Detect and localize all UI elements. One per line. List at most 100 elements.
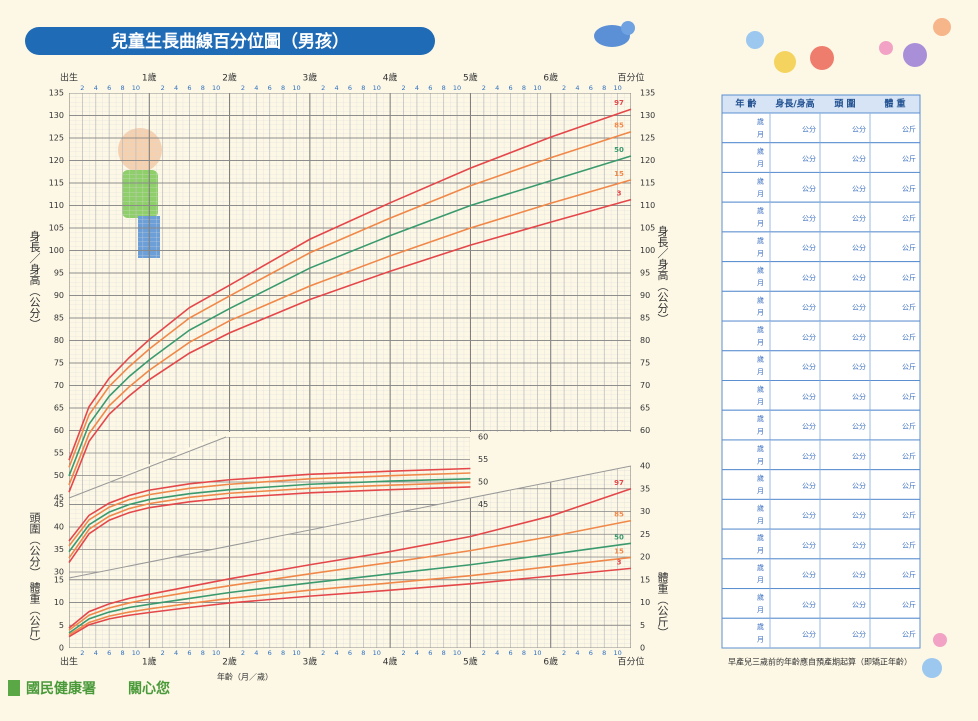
table-unit: 月 xyxy=(757,636,764,644)
table-unit: 月 xyxy=(757,398,764,406)
x-minor-tick-label: 4 xyxy=(575,84,579,92)
table-unit: 公分 xyxy=(802,214,816,223)
x-minor-tick-label: 4 xyxy=(94,649,98,657)
x-minor-tick-label: 2 xyxy=(401,84,405,92)
table-note: 早產兒三歲前的年齡應自預產期起算（即矯正年齡） xyxy=(728,657,912,667)
table-row xyxy=(721,409,921,441)
percentile-curve xyxy=(68,519,632,631)
x-tick-label: 5歲 xyxy=(463,72,478,84)
y-tick-label: 120 xyxy=(49,156,64,165)
table-header: 年 齡 xyxy=(735,98,756,110)
percentile-label: 97 xyxy=(614,99,624,107)
logo xyxy=(8,680,20,696)
x-minor-tick-label: 6 xyxy=(428,649,432,657)
x-minor-tick-label: 6 xyxy=(428,84,432,92)
y2-tick-label: 105 xyxy=(640,224,655,233)
table-unit: 公分 xyxy=(802,154,816,163)
table-unit: 公分 xyxy=(852,511,866,520)
x-minor-tick-label: 2 xyxy=(241,649,245,657)
x-minor-tick-label: 10 xyxy=(212,649,220,657)
percentile-curve xyxy=(68,487,632,629)
y2-tick-label: 45 xyxy=(478,500,488,509)
x-minor-tick-label: 10 xyxy=(292,84,300,92)
table-unit: 公分 xyxy=(802,422,816,431)
table-unit: 公斤 xyxy=(902,392,916,401)
x-minor-tick-label: 6 xyxy=(509,649,513,657)
x-minor-tick-label: 4 xyxy=(174,84,178,92)
x-minor-tick-label: 8 xyxy=(281,84,285,92)
percentile-label: 85 xyxy=(614,511,624,519)
x-tick-label: 百分位 xyxy=(617,656,644,668)
x-minor-tick-label: 2 xyxy=(80,84,84,92)
table-unit: 月 xyxy=(757,547,764,555)
table-unit: 公斤 xyxy=(902,511,916,520)
x-minor-tick-label: 4 xyxy=(335,84,339,92)
table-unit: 公分 xyxy=(802,481,816,490)
table-row xyxy=(721,290,921,322)
table-unit: 歲 xyxy=(757,622,764,631)
table-unit: 公斤 xyxy=(902,600,916,609)
y2-tick-label: 15 xyxy=(640,575,650,584)
table-unit: 歲 xyxy=(757,474,764,483)
x-minor-tick-label: 6 xyxy=(589,649,593,657)
x-minor-tick-label: 8 xyxy=(361,649,365,657)
table-unit: 月 xyxy=(757,220,764,228)
panel-grid xyxy=(69,93,631,498)
table-unit: 公斤 xyxy=(902,214,916,223)
table-header: 頭 圍 xyxy=(834,99,855,110)
x-minor-tick-label: 10 xyxy=(533,84,541,92)
x-minor-tick-label: 4 xyxy=(174,649,178,657)
y2-tick-label: 100 xyxy=(640,246,655,255)
x-minor-tick-label: 2 xyxy=(482,84,486,92)
y-tick-label: 90 xyxy=(54,291,64,300)
table-row xyxy=(721,320,921,352)
table-unit: 公斤 xyxy=(902,154,916,163)
percentile-curve xyxy=(68,130,632,468)
y2-tick-label: 115 xyxy=(640,179,655,188)
x-tick-label: 6歲 xyxy=(543,656,558,668)
y2-tick-label: 60 xyxy=(640,426,650,435)
y-tick-label: 105 xyxy=(49,224,64,233)
table-unit: 月 xyxy=(757,606,764,614)
x-minor-tick-label: 8 xyxy=(120,84,124,92)
percentile-curve xyxy=(68,567,632,638)
divider xyxy=(68,436,227,499)
x-minor-tick-label: 2 xyxy=(321,649,325,657)
x-minor-tick-label: 10 xyxy=(212,84,220,92)
x-minor-tick-label: 8 xyxy=(281,649,285,657)
x-minor-tick-label: 8 xyxy=(522,84,526,92)
y2-tick-label: 40 xyxy=(640,462,650,471)
table-row xyxy=(721,528,921,560)
table-unit: 公分 xyxy=(802,332,816,341)
table-unit: 月 xyxy=(757,279,764,287)
x-minor-tick-label: 4 xyxy=(415,649,419,657)
y-tick-label: 30 xyxy=(54,568,64,577)
y2-tick-label: 120 xyxy=(640,156,655,165)
divider xyxy=(68,465,632,579)
percentile-curve xyxy=(68,478,471,553)
y2-tick-label: 0 xyxy=(640,644,645,653)
x-tick-label: 4歲 xyxy=(383,72,398,84)
x-minor-tick-label: 6 xyxy=(348,649,352,657)
x-minor-tick-label: 6 xyxy=(589,84,593,92)
table-unit: 公斤 xyxy=(902,303,916,312)
y2-tick-label: 75 xyxy=(640,359,650,368)
x-minor-tick-label: 4 xyxy=(495,84,499,92)
y-tick-label: 5 xyxy=(59,621,64,630)
table-unit: 公分 xyxy=(802,392,816,401)
table-unit: 公斤 xyxy=(902,332,916,341)
percentile-label: 85 xyxy=(614,122,624,130)
table-unit: 公分 xyxy=(852,124,866,133)
table-unit: 月 xyxy=(757,338,764,346)
table-unit: 歲 xyxy=(757,414,764,423)
percentile-curve xyxy=(68,467,471,542)
table-unit: 公斤 xyxy=(902,540,916,549)
table-row xyxy=(721,350,921,381)
y-tick-label: 95 xyxy=(54,269,64,278)
footer-slogan: 關心您 xyxy=(128,680,170,697)
table-row xyxy=(721,469,921,500)
table-unit: 歲 xyxy=(757,117,764,126)
table-row xyxy=(721,588,921,619)
y2-tick-label: 25 xyxy=(640,530,650,539)
